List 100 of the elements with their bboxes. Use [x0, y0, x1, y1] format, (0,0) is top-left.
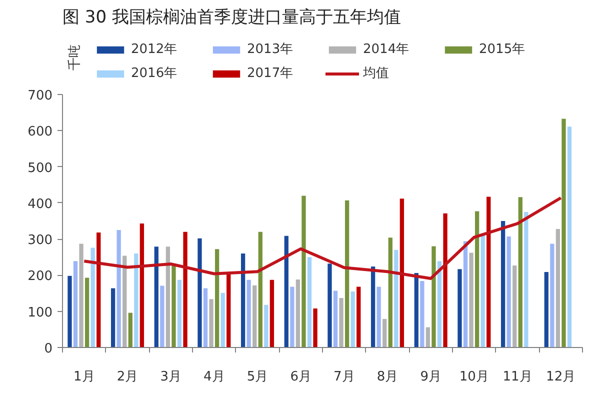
bar — [252, 285, 257, 348]
x-tick-label: 1月 — [74, 370, 95, 384]
x-tick-label: 8月 — [376, 370, 398, 384]
bar — [556, 228, 560, 348]
bar — [177, 280, 182, 348]
bar — [160, 286, 164, 348]
bar — [544, 272, 548, 348]
bar — [344, 200, 350, 348]
chart-title: 图 30 我国棕榈油首季度进口量高于五年均值 — [62, 8, 401, 28]
legend-label: 2017年 — [247, 65, 294, 82]
y-tick-label: 400 — [28, 196, 53, 212]
bar — [122, 256, 127, 348]
bar — [388, 238, 392, 348]
bar — [198, 238, 202, 348]
y-tick-label: 200 — [28, 269, 53, 284]
x-tick-label: 12月 — [546, 370, 576, 384]
bar — [356, 286, 361, 348]
legend-label: 2016年 — [131, 65, 178, 82]
bar — [328, 264, 332, 348]
bar — [296, 280, 300, 348]
bar — [486, 196, 491, 348]
bar — [264, 304, 268, 348]
bar — [350, 291, 355, 348]
bar — [140, 224, 144, 348]
bar — [480, 235, 485, 348]
x-tick-label: 5月 — [246, 370, 268, 384]
bar — [246, 280, 251, 348]
y-tick-label: 500 — [28, 160, 53, 176]
bar — [550, 244, 554, 348]
bar — [290, 286, 294, 348]
bar — [313, 308, 318, 348]
y-axis-title: 千吨 — [68, 44, 82, 70]
bar — [469, 252, 474, 348]
bar — [437, 261, 442, 348]
x-tick-label: 2月 — [116, 370, 138, 384]
bar — [110, 288, 116, 348]
x-tick-label: 4月 — [204, 370, 225, 384]
x-tick-label: 6月 — [290, 370, 312, 384]
y-tick-label: 300 — [28, 233, 53, 248]
x-tick-label: 11月 — [502, 370, 532, 384]
bar — [518, 197, 522, 348]
legend-label: 2013年 — [247, 41, 294, 58]
bar — [183, 232, 188, 348]
bar — [73, 261, 78, 348]
x-tick-label: 9月 — [420, 370, 442, 384]
legend-label: 2015年 — [479, 41, 526, 58]
bar — [432, 246, 436, 348]
bar — [166, 246, 170, 348]
bar — [258, 232, 262, 348]
bar — [270, 280, 274, 348]
bar — [524, 212, 528, 348]
y-tick-label: 600 — [28, 124, 53, 140]
legend-label: 均值 — [363, 65, 390, 82]
bar — [203, 288, 208, 348]
bar — [90, 248, 95, 348]
bar — [512, 265, 517, 348]
bar — [500, 220, 506, 348]
legend-label: 2014年 — [363, 41, 410, 58]
bar — [84, 278, 90, 348]
x-tick-label: 3月 — [160, 370, 182, 384]
bar — [474, 211, 480, 348]
bar — [302, 196, 306, 348]
bar — [68, 276, 72, 348]
bar — [240, 254, 246, 348]
x-tick-label: 10月 — [459, 370, 489, 384]
bar — [333, 290, 338, 348]
bar — [370, 266, 376, 348]
bar — [382, 318, 387, 348]
bar — [96, 232, 101, 348]
bar — [426, 327, 430, 348]
bar — [79, 244, 84, 348]
y-tick-label: 700 — [28, 88, 53, 104]
bar — [226, 274, 231, 348]
bar — [307, 257, 312, 348]
bar — [458, 269, 462, 348]
bar — [116, 230, 121, 348]
bar — [214, 249, 220, 348]
bar — [220, 292, 225, 348]
bar — [394, 250, 398, 348]
bar — [376, 286, 381, 348]
bar — [400, 198, 404, 348]
bar — [284, 236, 288, 348]
bar — [209, 299, 214, 348]
bar — [463, 241, 468, 348]
x-tick-label: 7月 — [334, 370, 355, 384]
bar — [339, 298, 344, 348]
bar — [128, 312, 132, 348]
bar — [567, 126, 572, 348]
y-tick-label: 0 — [44, 342, 53, 356]
line-series — [82, 196, 562, 280]
bar — [443, 213, 448, 348]
bar — [562, 118, 566, 348]
bar — [414, 273, 418, 348]
bar — [420, 280, 424, 348]
bar — [134, 254, 138, 348]
bar — [172, 264, 176, 348]
bar — [154, 246, 158, 348]
bar — [506, 236, 511, 348]
legend-label: 2012年 — [131, 41, 178, 58]
y-tick-label: 100 — [28, 305, 53, 320]
